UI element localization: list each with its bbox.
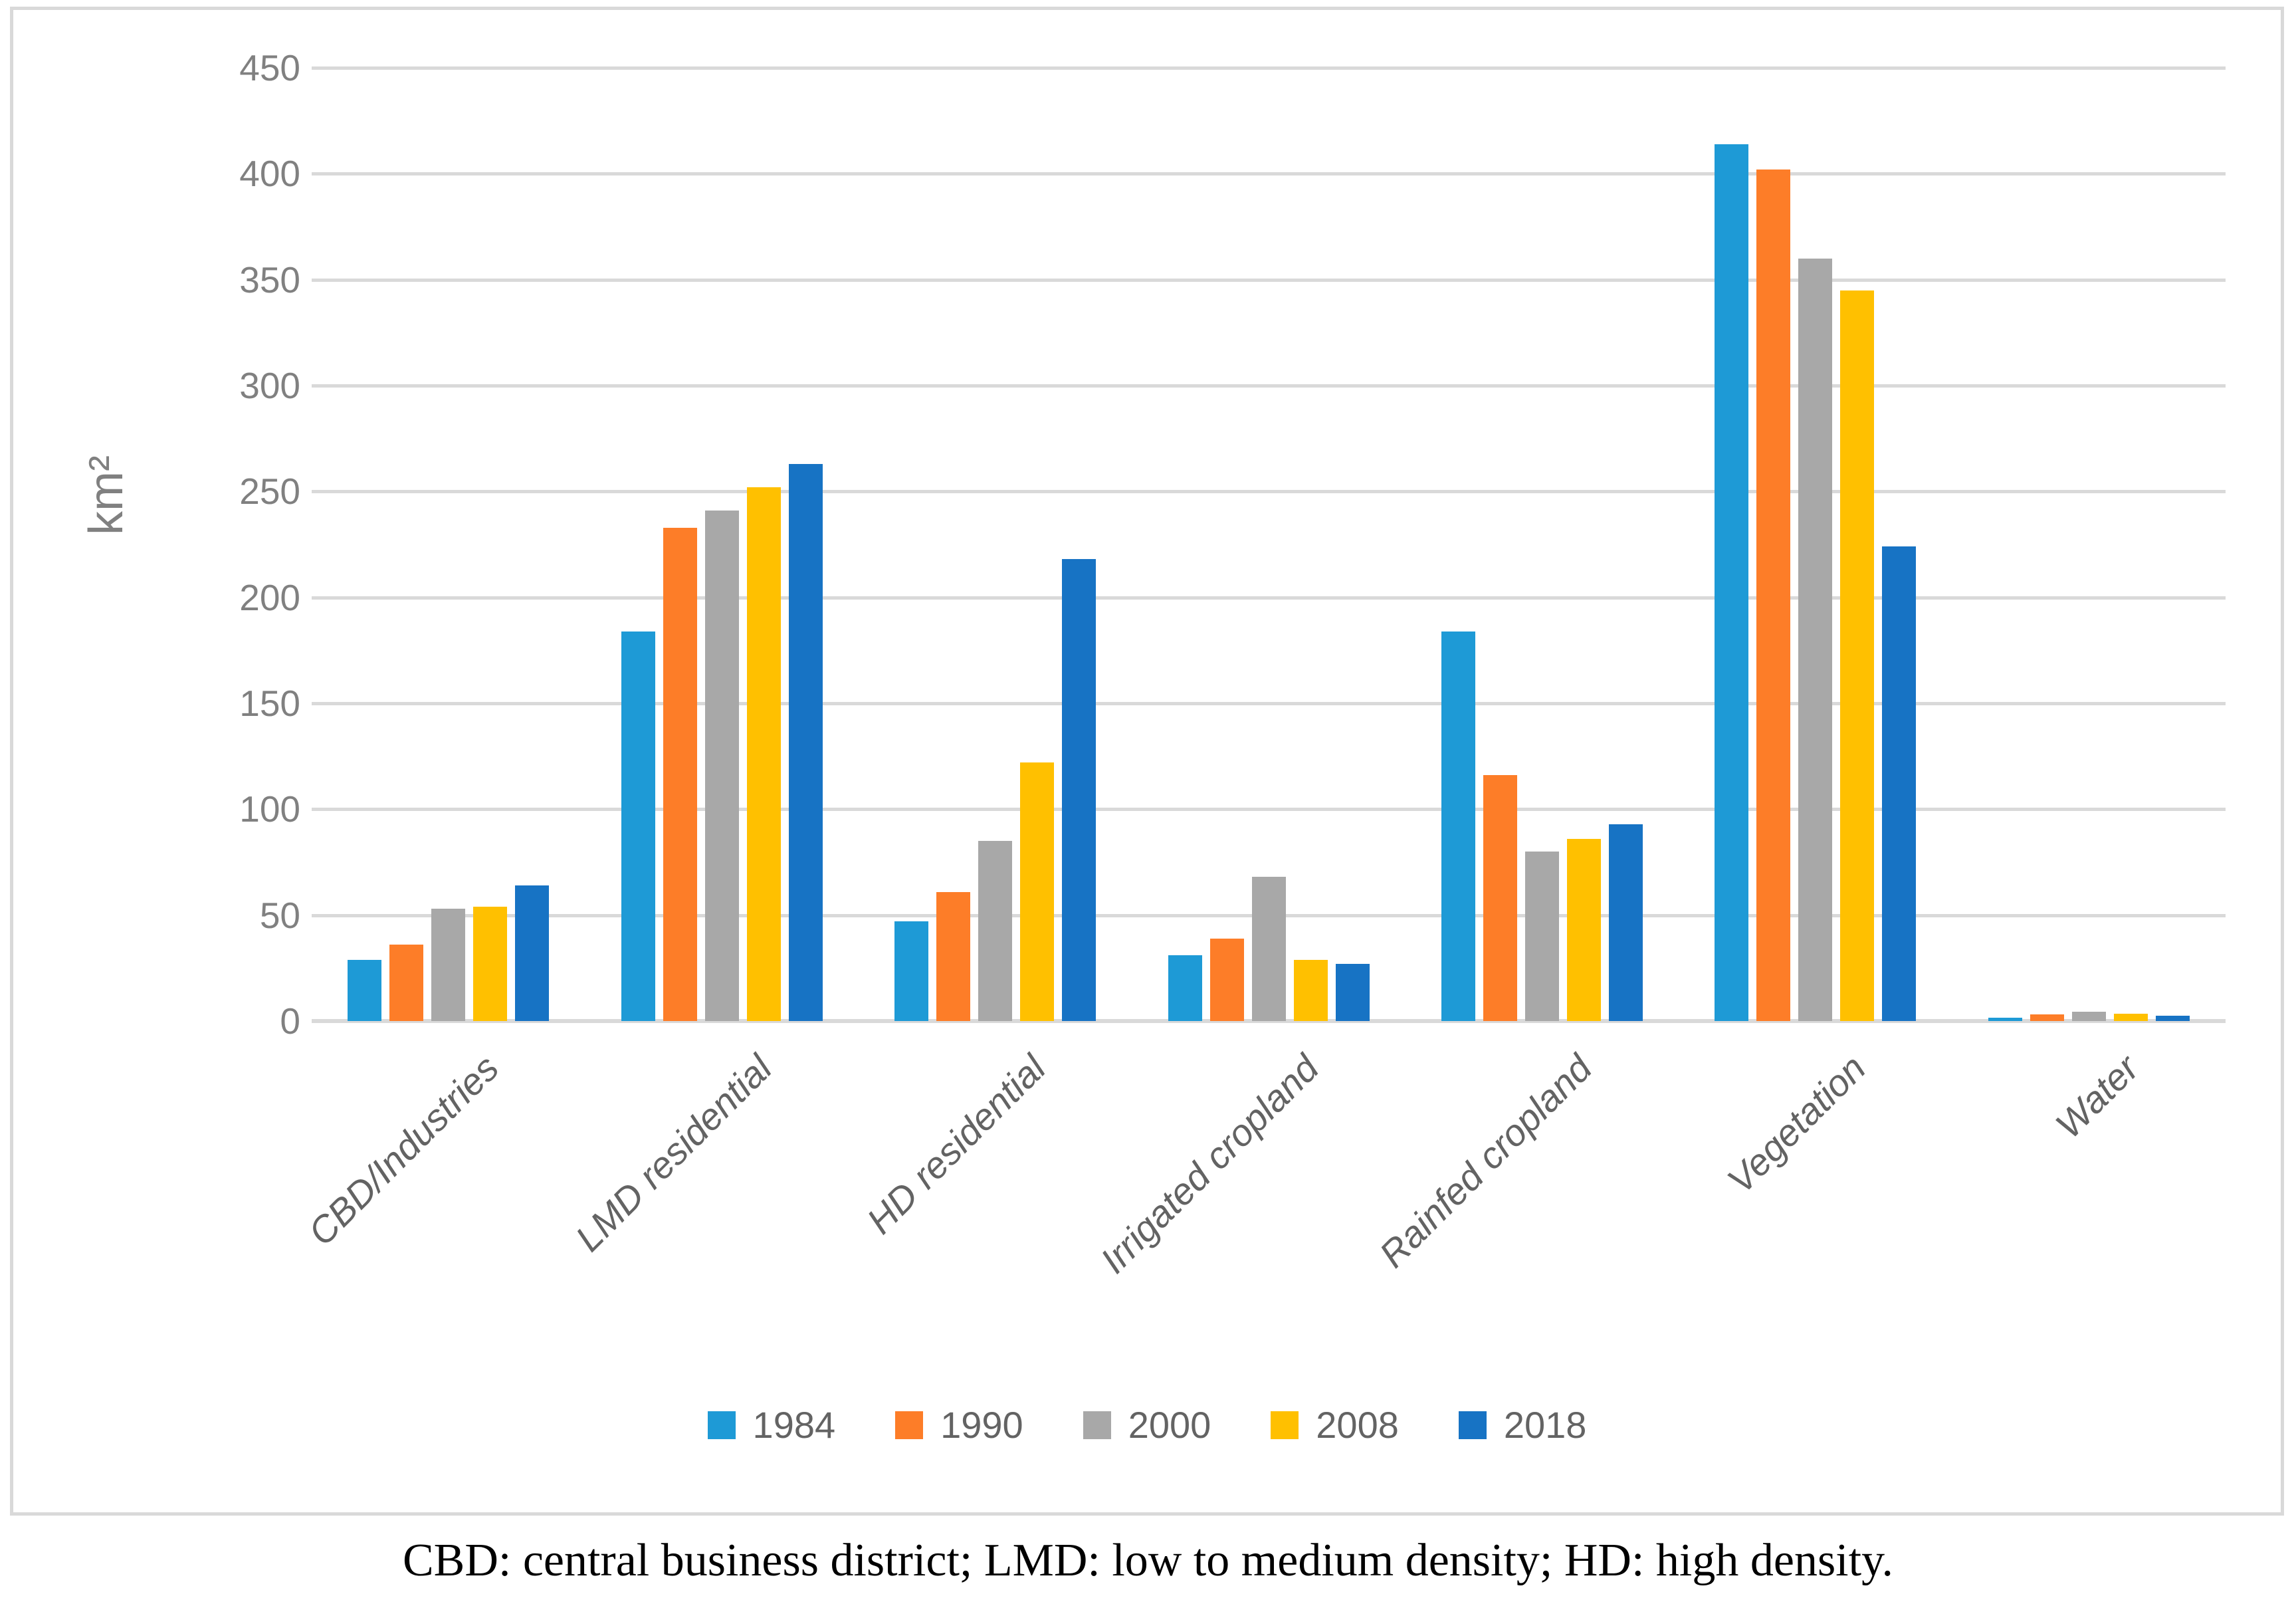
- bar-1984-cbd-industries: [348, 959, 382, 1021]
- bar-1990-lmd-residential: [663, 527, 697, 1021]
- bar-2018-rainfed-cropland: [1608, 824, 1643, 1021]
- gridline: [312, 702, 2226, 705]
- legend-label-1990: 1990: [940, 1404, 1023, 1446]
- gridline: [312, 808, 2226, 812]
- bar-2018-lmd-residential: [788, 463, 823, 1021]
- gridline: [312, 490, 2226, 494]
- y-tick-label: 150: [239, 683, 300, 724]
- bar-2000-rainfed-cropland: [1524, 852, 1559, 1021]
- bar-1990-irrigated-cropland: [1209, 938, 1244, 1021]
- bar-2018-hd-residential: [1062, 559, 1096, 1021]
- bar-2000-irrigated-cropland: [1251, 877, 1286, 1021]
- y-tick-label: 0: [280, 1000, 300, 1042]
- bar-1984-vegetation: [1715, 144, 1749, 1021]
- y-tick-label: 250: [239, 471, 300, 513]
- gridline: [312, 172, 2226, 176]
- figure-caption: CBD: central business district; LMD: low…: [402, 1535, 1894, 1586]
- bar-2008-cbd-industries: [473, 906, 508, 1021]
- gridline: [312, 596, 2226, 600]
- bar-2008-water: [2113, 1013, 2148, 1021]
- bar-1990-vegetation: [1756, 169, 1791, 1021]
- y-tick-label: 400: [239, 153, 300, 195]
- y-axis-title: km²: [80, 455, 133, 535]
- bar-1984-water: [1988, 1018, 2022, 1021]
- gridline: [312, 278, 2226, 282]
- bar-2000-water: [2071, 1011, 2106, 1021]
- bar-1984-lmd-residential: [621, 631, 655, 1021]
- legend-swatch-1990: [895, 1411, 924, 1439]
- legend-label-2000: 2000: [1128, 1404, 1211, 1446]
- legend-swatch-2018: [1458, 1411, 1487, 1439]
- bar-2008-irrigated-cropland: [1293, 959, 1328, 1021]
- legend-swatch-2008: [1271, 1411, 1299, 1439]
- chart-frame: [10, 7, 2284, 1516]
- bar-2000-cbd-industries: [431, 909, 466, 1021]
- legend: 1984 1990 2000 2008 2018: [10, 1404, 2284, 1446]
- y-tick-label: 300: [239, 365, 300, 406]
- y-tick-label: 50: [259, 894, 300, 936]
- bar-2018-cbd-industries: [515, 885, 550, 1021]
- y-tick-label: 200: [239, 576, 300, 618]
- gridline: [312, 384, 2226, 388]
- bar-2000-vegetation: [1798, 258, 1833, 1021]
- legend-item-1984: 1984: [707, 1404, 836, 1446]
- bar-1990-rainfed-cropland: [1483, 775, 1517, 1021]
- bar-2008-lmd-residential: [746, 487, 781, 1021]
- legend-label-2008: 2008: [1316, 1404, 1399, 1446]
- legend-item-2008: 2008: [1271, 1404, 1399, 1446]
- bar-1990-cbd-industries: [389, 945, 424, 1021]
- legend-label-2018: 2018: [1503, 1404, 1587, 1446]
- legend-swatch-1984: [707, 1411, 736, 1439]
- y-tick-label: 450: [239, 47, 300, 88]
- bar-2000-lmd-residential: [704, 511, 739, 1021]
- legend-label-1984: 1984: [752, 1404, 836, 1446]
- gridline: [312, 66, 2226, 70]
- bar-2008-hd-residential: [1020, 762, 1055, 1021]
- bar-2008-vegetation: [1840, 290, 1875, 1021]
- legend-swatch-2000: [1083, 1411, 1111, 1439]
- bar-2000-hd-residential: [978, 841, 1013, 1021]
- legend-item-1990: 1990: [895, 1404, 1023, 1446]
- x-axis-line: [312, 1019, 2226, 1023]
- bar-1984-hd-residential: [894, 921, 929, 1021]
- y-tick-label: 350: [239, 259, 300, 300]
- legend-item-2000: 2000: [1083, 1404, 1211, 1446]
- bar-2018-irrigated-cropland: [1335, 963, 1370, 1021]
- bar-2018-vegetation: [1882, 546, 1917, 1021]
- bar-2018-water: [2155, 1016, 2190, 1021]
- bar-1984-irrigated-cropland: [1168, 955, 1202, 1021]
- bar-2008-rainfed-cropland: [1566, 838, 1601, 1021]
- y-tick-label: 100: [239, 788, 300, 830]
- legend-item-2018: 2018: [1458, 1404, 1587, 1446]
- bar-1990-water: [2030, 1014, 2064, 1021]
- bar-1984-rainfed-cropland: [1441, 631, 1475, 1021]
- bar-1990-hd-residential: [936, 891, 971, 1021]
